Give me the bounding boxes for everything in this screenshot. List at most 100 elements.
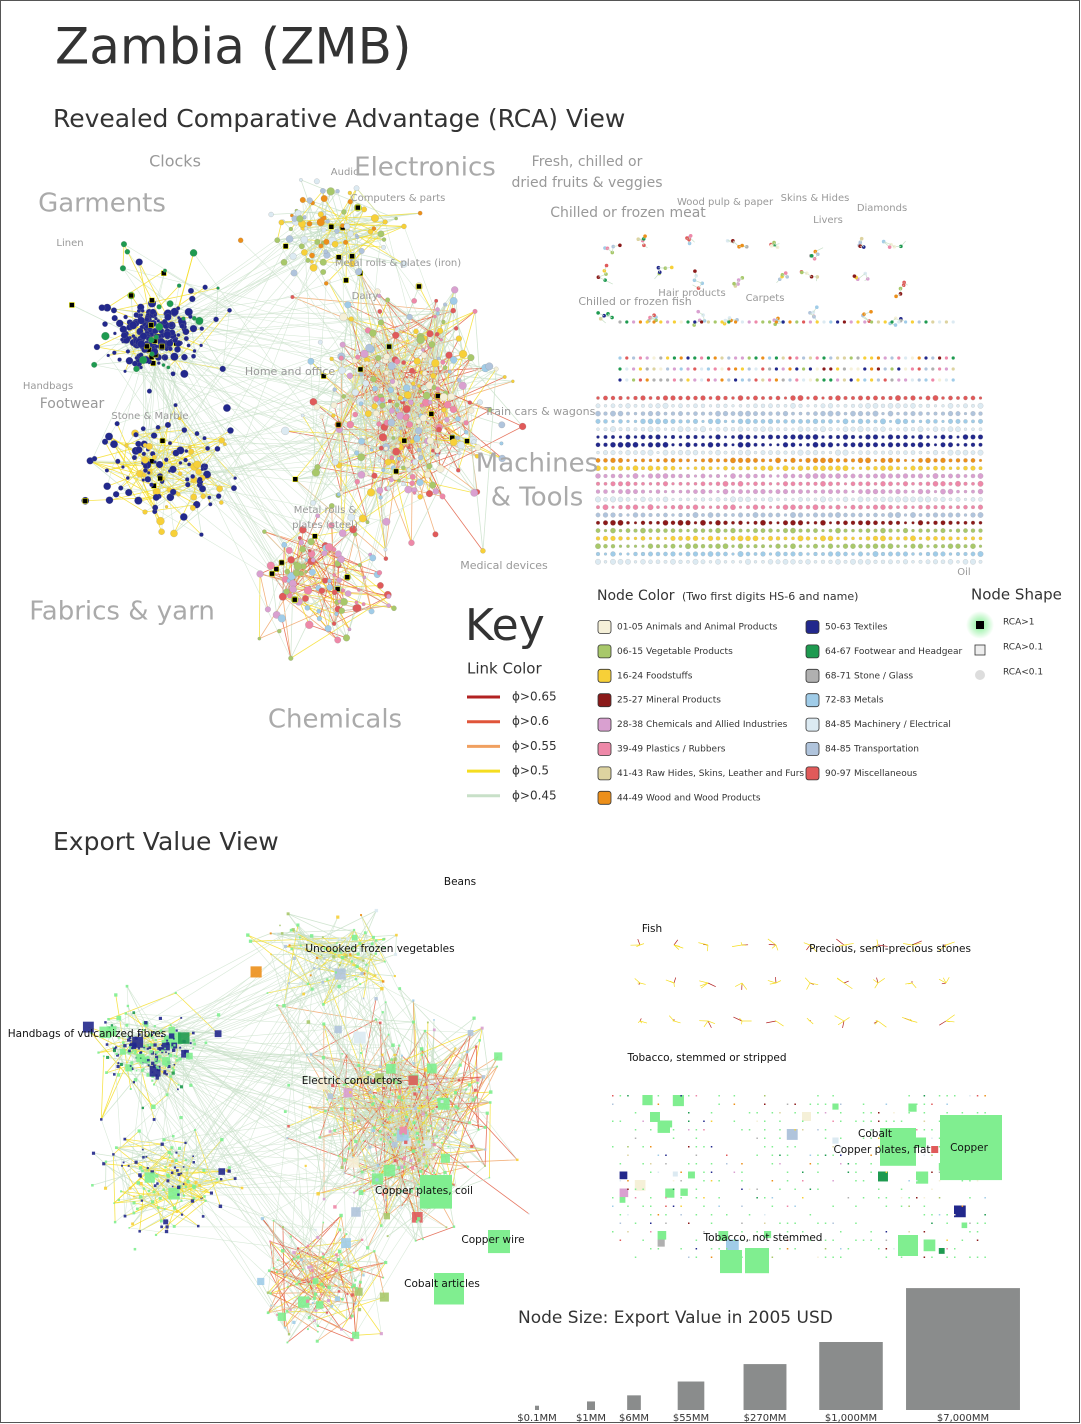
grid-node [895,497,900,502]
grid-node [858,489,862,493]
grid-node [603,443,607,447]
grid-node [701,459,705,463]
grid-node [731,411,735,415]
grid-node [596,490,600,494]
grid-node [603,490,607,494]
grid-node [731,536,735,540]
network-node [389,408,394,413]
grid-node [761,474,765,478]
grid-node [821,442,826,447]
network-node [155,345,159,349]
network-node [427,330,434,337]
grid-node [963,466,967,470]
network-node [714,378,717,381]
grid-node [634,427,637,430]
grid-node [948,419,953,424]
grid-node [851,505,856,510]
grid-node [933,473,939,479]
grid-node [881,560,885,564]
grid-node [963,419,967,423]
network-node [402,360,406,364]
grid-node [678,520,684,526]
grid-node [888,442,893,447]
grid-node [933,551,938,556]
grid-node [761,498,765,502]
grid-node [820,536,826,542]
network-node [117,1065,120,1068]
network-node [392,332,399,339]
network-node [412,298,417,303]
network-node [625,367,628,370]
grid-node [656,466,660,470]
grid-node [903,435,907,439]
grid-node [694,521,697,524]
grid-node [618,536,622,540]
grid-node [754,544,758,548]
network-node [911,320,914,323]
network-node [142,473,146,477]
grid-node [978,512,983,517]
grid-node [799,529,803,533]
grid-node [649,537,652,540]
grid-node [941,396,944,399]
grid-node [663,403,668,408]
network-node [120,1049,126,1055]
grid-node [896,552,900,556]
grid-node [873,427,877,431]
grid-node [634,412,637,415]
network-node [378,459,381,462]
network-node [330,357,334,361]
network-node [822,356,825,359]
grid-node [971,420,974,423]
network-node [370,448,373,451]
network-node [339,356,344,361]
grid-node [790,520,795,525]
grid-node [723,521,727,525]
network-node [153,1083,155,1085]
network-node [408,540,414,546]
network-node [714,367,717,370]
grid-node [768,450,772,454]
grid-node [603,458,607,462]
network-node [130,1061,133,1064]
network-node [143,510,148,515]
grid-node [648,419,653,424]
grid-node [769,521,772,524]
grid-node [739,506,742,509]
grid-node [701,451,705,455]
grid-node [596,482,600,486]
network-node [375,363,380,368]
network-node [370,376,376,382]
grid-node [865,489,870,494]
grid-node [656,498,660,502]
grid-node [619,451,623,455]
network-node [371,338,377,344]
grid-node [971,435,976,440]
grid-node [777,475,780,478]
grid-node [933,481,938,486]
network-node [646,320,649,323]
network-node [238,238,243,243]
grid-node [701,497,705,501]
grid-node [641,443,645,447]
network-node [165,1051,167,1053]
grid-node [843,497,848,502]
grid-node [791,458,796,463]
grid-node [835,559,840,564]
network-node [137,317,144,324]
grid-node [717,490,720,493]
network-node [181,354,187,360]
network-node [159,1017,162,1020]
grid-node [776,536,780,540]
grid-node [745,419,750,424]
network-node [279,220,284,225]
network-node [404,461,411,468]
grid-node [619,553,622,556]
grid-node [633,505,638,510]
grid-node [949,482,953,486]
network-node [403,415,409,421]
grid-node [851,396,855,400]
grid-node [610,528,615,533]
grid-node [709,404,712,407]
grid-node [679,529,683,533]
